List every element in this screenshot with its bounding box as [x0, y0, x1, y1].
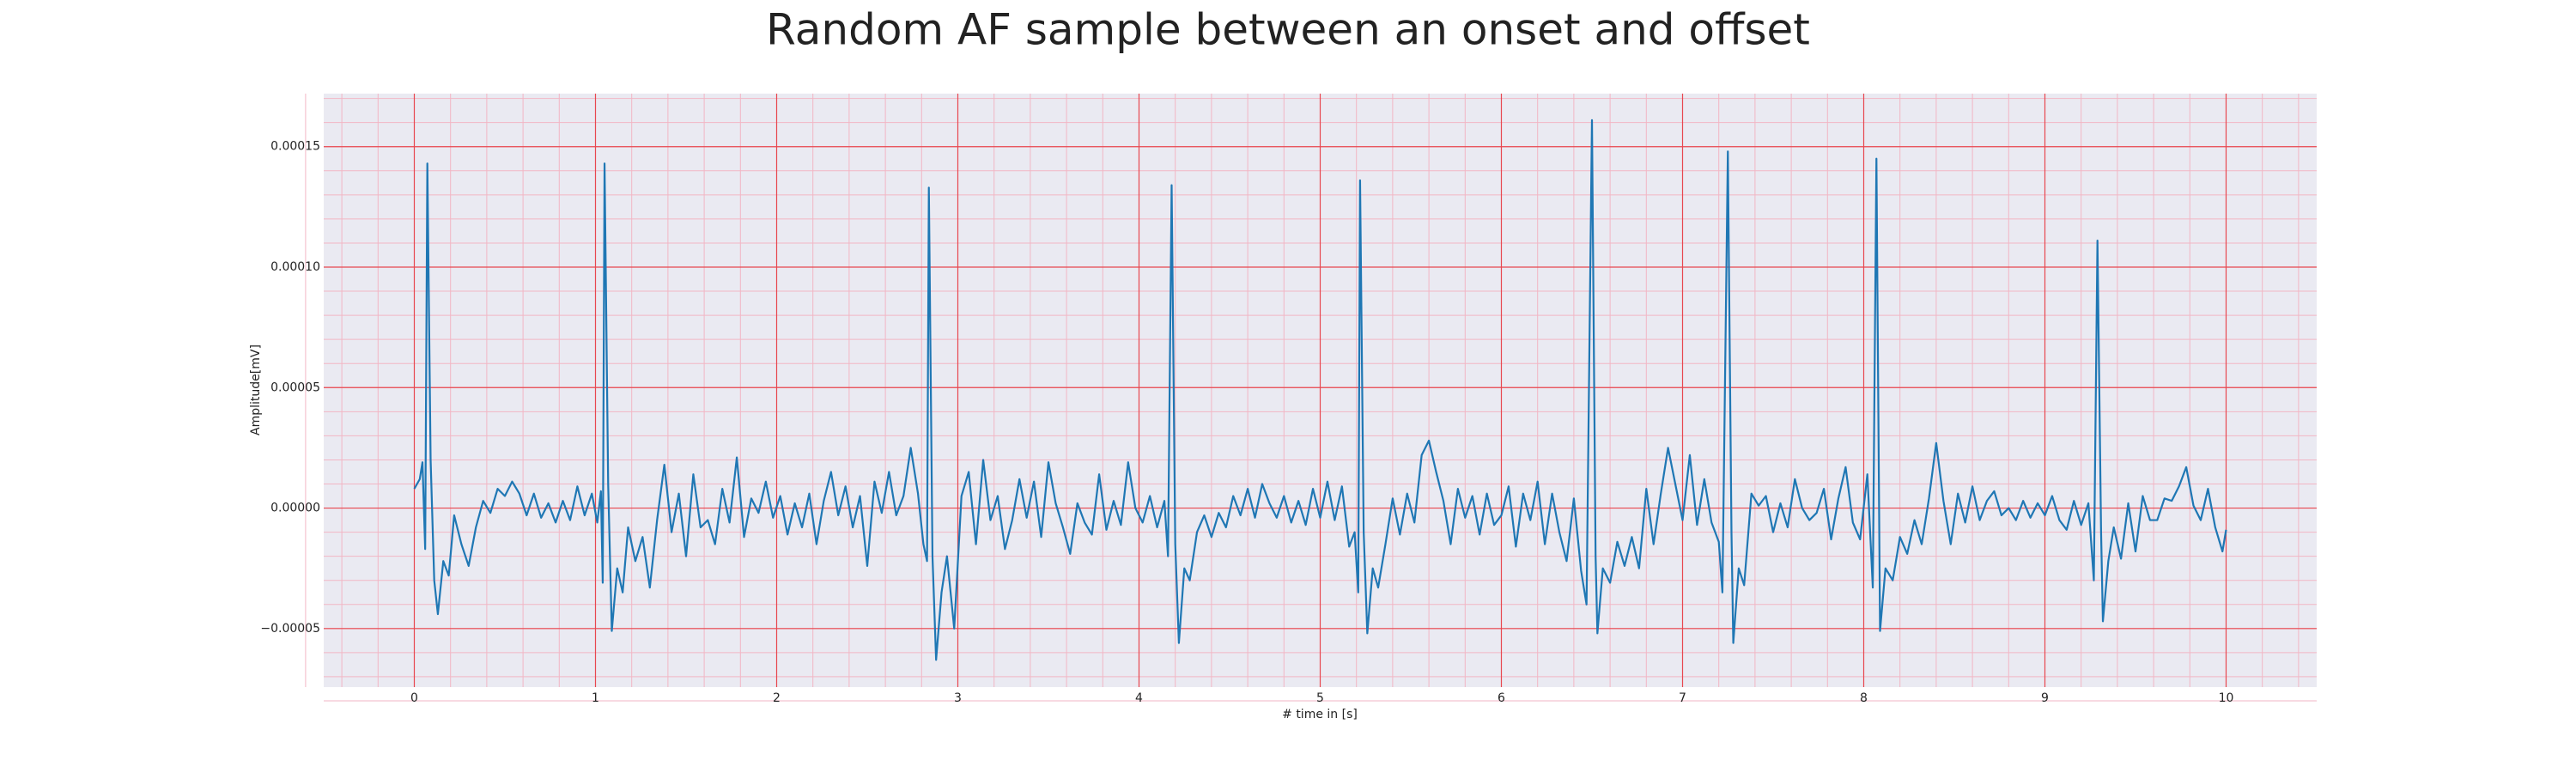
x-tick-label: 6 — [1498, 691, 1505, 705]
x-tick-label: 7 — [1679, 691, 1686, 705]
x-tick-label: 0 — [410, 691, 418, 705]
signal-line — [413, 119, 2227, 661]
x-tick-label: 2 — [773, 691, 781, 705]
x-tick-label: 5 — [1316, 691, 1324, 705]
y-tick-label: 0.00005 — [270, 380, 320, 394]
x-tick-label: 9 — [2041, 691, 2049, 705]
x-tick-label: 3 — [954, 691, 962, 705]
x-axis-label: # time in [s] — [1282, 708, 1358, 721]
x-tick-label: 1 — [592, 691, 599, 705]
y-axis-label: Amplitude[mV] — [249, 344, 263, 435]
x-tick-label: 4 — [1135, 691, 1143, 705]
x-tick-label: 10 — [2219, 691, 2234, 705]
y-tick-label: 0.00015 — [270, 140, 320, 154]
y-tick-label: 0.00010 — [270, 260, 320, 274]
y-tick-label: −0.00005 — [260, 622, 320, 636]
x-tick-label: 8 — [1860, 691, 1868, 705]
chart-title: Random AF sample between an onset and of… — [766, 5, 1810, 55]
y-tick-label: 0.00000 — [270, 502, 320, 515]
grid — [305, 94, 2317, 702]
